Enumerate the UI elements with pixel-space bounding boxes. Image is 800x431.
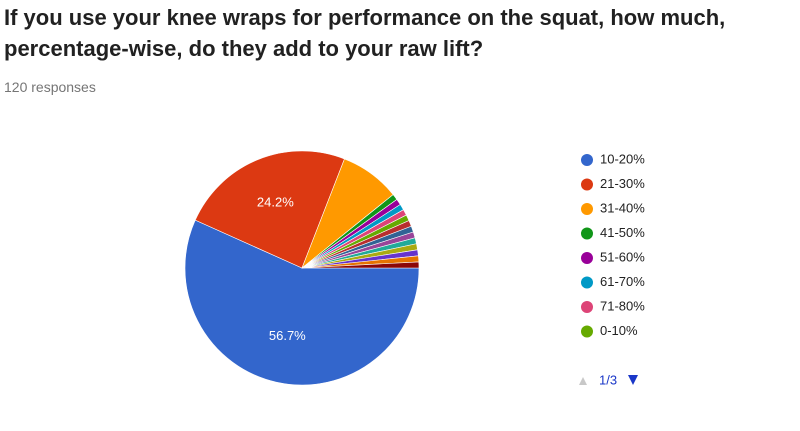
pie-slice (194, 150, 345, 269)
legend-label: 0-10% (600, 323, 638, 338)
legend-page: 1/3 (599, 372, 617, 387)
next-page-arrow[interactable] (628, 375, 638, 385)
prev-page-arrow[interactable] (579, 377, 587, 385)
legend-swatch (581, 227, 593, 240)
legend-label: 61-70% (600, 274, 645, 289)
legend-label: 10-20% (600, 151, 645, 166)
chart-title: If you use your knee wraps for performan… (4, 5, 726, 61)
legend-swatch (581, 154, 593, 166)
legend-label: 51-60% (600, 249, 645, 264)
legend-swatch (581, 203, 593, 215)
legend-label: 31-40% (600, 200, 645, 215)
legend-label: 71-80% (600, 298, 645, 313)
pie-slice (184, 219, 420, 386)
slice-label: 56.7% (269, 328, 306, 343)
legend-swatch (581, 276, 593, 289)
legend-swatch (581, 178, 593, 191)
legend-swatch (581, 301, 593, 313)
legend-swatch (581, 252, 593, 264)
legend-label: 21-30% (600, 176, 645, 191)
legend-swatch (581, 325, 593, 338)
response-count: 120 responses (4, 79, 96, 95)
legend-label: 41-50% (600, 225, 645, 240)
pie-slice (301, 261, 420, 269)
slice-label: 24.2% (257, 194, 294, 209)
